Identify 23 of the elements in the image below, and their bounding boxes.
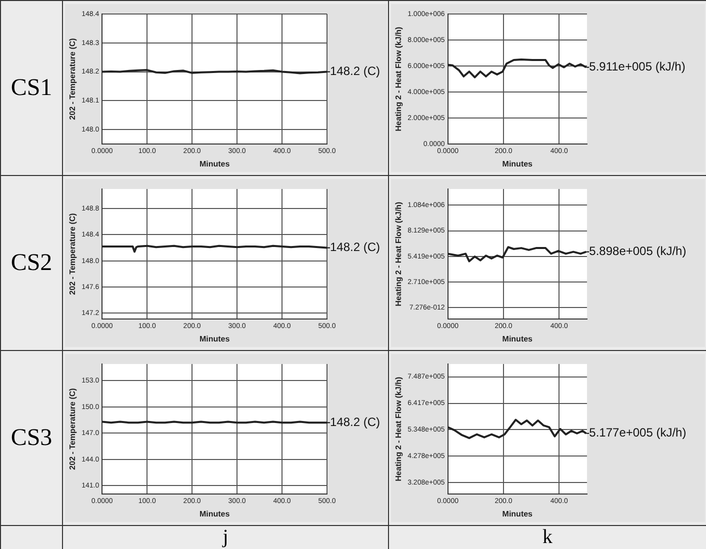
text: 5.911e+005 (kJ/h) [588, 60, 685, 74]
y-axis-title: 202 - Temperature (C) [68, 388, 77, 470]
x-axis-title: Minutes [502, 509, 533, 518]
text: 148.2 (C) [330, 414, 380, 429]
text: 5.898e+005 (kJ/h) [588, 244, 686, 258]
text: k [388, 526, 706, 549]
y-axis-title: Heating 2 - Heat Flow (kJ/h) [394, 376, 403, 482]
x-axis-title: Minutes [502, 334, 533, 344]
text: CS1 [0, 0, 62, 176]
y-axis-title: Heating 2 - Heat Flow (kJ/h) [394, 201, 403, 306]
text: 5.177e+005 (kJ/h) [588, 426, 686, 440]
y-axis-title: 202 - Temperature (C) [68, 38, 77, 120]
x-axis-title: Minutes [198, 159, 230, 168]
y-axis-title: Heating 2 - Heat Flow (kJ/h) [394, 26, 403, 132]
x-axis-title: Minutes [198, 509, 230, 518]
x-axis-title: Minutes [198, 334, 230, 344]
text: CS3 [0, 350, 62, 526]
text: 148.2 (C) [330, 240, 380, 254]
y-axis-title: 202 - Temperature (C) [68, 212, 77, 295]
text: CS2 [0, 176, 62, 350]
x-axis-title: Minutes [502, 159, 533, 168]
text: 148.2 (C) [330, 64, 380, 78]
text: j [62, 526, 388, 549]
